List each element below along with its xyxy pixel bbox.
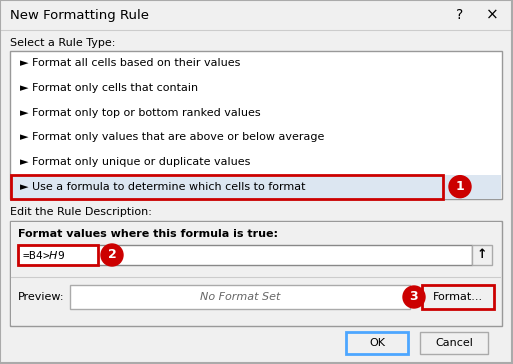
Bar xyxy=(10,51,502,199)
Text: ► Format only top or bottom ranked values: ► Format only top or bottom ranked value… xyxy=(20,108,261,118)
Bar xyxy=(11,222,501,325)
Bar xyxy=(11,175,443,199)
Text: 3: 3 xyxy=(410,290,418,304)
Text: No Format Set: No Format Set xyxy=(200,292,280,302)
Circle shape xyxy=(101,244,123,266)
Text: Edit the Rule Description:: Edit the Rule Description: xyxy=(10,207,152,217)
Text: =B4>$H$9: =B4>$H$9 xyxy=(22,249,65,261)
Bar xyxy=(10,221,502,326)
Bar xyxy=(422,285,494,309)
Text: ↑: ↑ xyxy=(477,249,487,261)
Text: Select a Rule Type:: Select a Rule Type: xyxy=(10,38,115,48)
Circle shape xyxy=(403,286,425,308)
Text: Cancel: Cancel xyxy=(435,338,473,348)
Text: 1: 1 xyxy=(456,180,464,193)
Bar xyxy=(11,175,501,199)
Bar xyxy=(346,332,408,354)
Bar xyxy=(18,245,98,265)
Text: Format values where this formula is true:: Format values where this formula is true… xyxy=(18,229,278,239)
Text: ?: ? xyxy=(457,8,464,22)
Text: 2: 2 xyxy=(108,249,116,261)
Text: New Formatting Rule: New Formatting Rule xyxy=(10,8,149,21)
Text: Preview:: Preview: xyxy=(18,292,65,302)
Bar xyxy=(420,332,488,354)
Text: ► Format only unique or duplicate values: ► Format only unique or duplicate values xyxy=(20,157,250,167)
Text: OK: OK xyxy=(369,338,385,348)
Bar xyxy=(18,245,472,265)
Text: ► Format only values that are above or below average: ► Format only values that are above or b… xyxy=(20,132,324,142)
Text: Format...: Format... xyxy=(433,292,483,302)
Circle shape xyxy=(449,176,471,198)
Text: ×: × xyxy=(486,8,498,23)
Text: ► Use a formula to determine which cells to format: ► Use a formula to determine which cells… xyxy=(20,182,306,192)
Bar xyxy=(472,245,492,265)
Text: ► Format all cells based on their values: ► Format all cells based on their values xyxy=(20,58,241,68)
Bar xyxy=(70,285,410,309)
Text: ► Format only cells that contain: ► Format only cells that contain xyxy=(20,83,198,93)
